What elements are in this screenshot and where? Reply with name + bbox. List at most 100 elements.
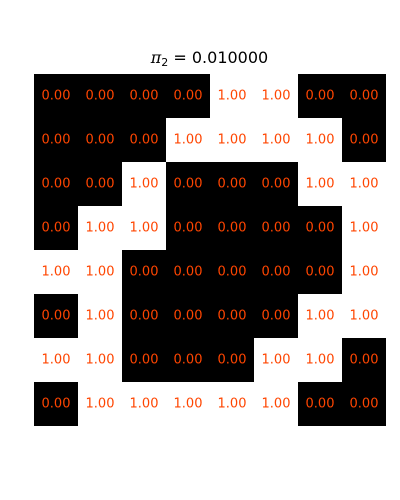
cell-value-label: 0.00	[350, 397, 379, 412]
cell-value-label: 1.00	[262, 89, 291, 104]
heatmap-cell	[342, 206, 386, 250]
heatmap-cell	[34, 74, 78, 118]
heatmap-cell	[298, 294, 342, 338]
heatmap-cell	[254, 118, 298, 162]
heatmap-cell	[342, 294, 386, 338]
heatmap-cell	[210, 250, 254, 294]
cell-value-label: 1.00	[86, 309, 115, 324]
cell-value-label: 0.00	[218, 309, 247, 324]
heatmap-cell	[122, 206, 166, 250]
heatmap-cell	[210, 206, 254, 250]
heatmap-cell	[342, 382, 386, 426]
cell-value-label: 0.00	[130, 309, 159, 324]
cell-value-label: 0.00	[218, 177, 247, 192]
cell-value-label: 0.00	[174, 89, 203, 104]
heatmap-cell	[342, 338, 386, 382]
heatmap-cell	[210, 162, 254, 206]
heatmap-cell	[166, 206, 210, 250]
cell-value-label: 1.00	[42, 265, 71, 280]
chart-title: π2 = 0.010000	[0, 48, 400, 69]
heatmap-cell	[78, 250, 122, 294]
cell-value-label: 0.00	[350, 89, 379, 104]
cell-value-label: 0.00	[42, 397, 71, 412]
heatmap-cell	[122, 338, 166, 382]
cell-value-label: 1.00	[350, 309, 379, 324]
cell-value-label: 0.00	[262, 177, 291, 192]
cell-value-label: 0.00	[130, 133, 159, 148]
cell-value-label: 1.00	[262, 397, 291, 412]
heatmap-cell	[122, 250, 166, 294]
heatmap-cell	[34, 250, 78, 294]
cell-value-label: 0.00	[174, 177, 203, 192]
cell-value-label: 1.00	[262, 133, 291, 148]
heatmap-cell	[254, 250, 298, 294]
heatmap-cell	[166, 250, 210, 294]
cell-value-label: 1.00	[218, 397, 247, 412]
cell-value-label: 1.00	[174, 397, 203, 412]
cell-value-label: 1.00	[130, 221, 159, 236]
cell-value-label: 1.00	[174, 133, 203, 148]
cell-value-label: 1.00	[130, 397, 159, 412]
heatmap-cell	[210, 294, 254, 338]
heatmap-cell	[122, 74, 166, 118]
heatmap-cell	[78, 338, 122, 382]
heatmap-cell	[122, 162, 166, 206]
heatmap-cell	[78, 74, 122, 118]
heatmap-cell	[34, 206, 78, 250]
cell-value-label: 1.00	[262, 353, 291, 368]
title-value: = 0.010000	[168, 48, 269, 67]
cell-value-label: 1.00	[42, 353, 71, 368]
cell-value-label: 1.00	[350, 177, 379, 192]
heatmap-cell	[210, 338, 254, 382]
cell-value-label: 0.00	[174, 353, 203, 368]
heatmap-cell	[342, 74, 386, 118]
heatmap-cell	[34, 382, 78, 426]
cell-value-label: 0.00	[174, 309, 203, 324]
heatmap-cell	[342, 250, 386, 294]
cell-value-label: 1.00	[86, 353, 115, 368]
heatmap-cell	[78, 382, 122, 426]
cell-value-label: 1.00	[306, 177, 335, 192]
cell-value-label: 0.00	[262, 309, 291, 324]
heatmap-cell	[298, 162, 342, 206]
heatmap-cell	[254, 206, 298, 250]
cell-value-label: 0.00	[42, 309, 71, 324]
cell-value-label: 0.00	[174, 265, 203, 280]
cell-value-label: 0.00	[42, 221, 71, 236]
heatmap-cell	[34, 338, 78, 382]
cell-value-label: 0.00	[350, 133, 379, 148]
heatmap-cell	[298, 206, 342, 250]
cell-value-label: 0.00	[42, 89, 71, 104]
heatmap-cell	[78, 206, 122, 250]
cell-value-label: 1.00	[306, 309, 335, 324]
cell-value-label: 0.00	[262, 221, 291, 236]
cell-value-label: 1.00	[86, 221, 115, 236]
heatmap-cell	[122, 382, 166, 426]
heatmap-cell	[342, 118, 386, 162]
heatmap-cell	[166, 118, 210, 162]
heatmap-cell	[78, 294, 122, 338]
cell-value-label: 0.00	[86, 133, 115, 148]
heatmap-cell	[254, 338, 298, 382]
cell-value-label: 0.00	[218, 221, 247, 236]
cell-value-label: 0.00	[306, 89, 335, 104]
heatmap-cell	[166, 74, 210, 118]
cell-value-label: 0.00	[86, 177, 115, 192]
heatmap-cell	[166, 382, 210, 426]
cell-value-label: 0.00	[42, 177, 71, 192]
heatmap-cell	[298, 250, 342, 294]
cell-value-label: 1.00	[306, 353, 335, 368]
cell-value-label: 0.00	[218, 353, 247, 368]
heatmap-cell	[78, 162, 122, 206]
title-subscript: 2	[161, 56, 169, 69]
cell-value-label: 0.00	[350, 353, 379, 368]
heatmap-cell	[210, 382, 254, 426]
heatmap-cell	[254, 382, 298, 426]
cell-value-label: 1.00	[350, 265, 379, 280]
cell-value-label: 1.00	[218, 89, 247, 104]
heatmap-cell	[122, 118, 166, 162]
cell-value-label: 0.00	[306, 265, 335, 280]
cell-value-label: 0.00	[86, 89, 115, 104]
heatmap-cell	[254, 162, 298, 206]
